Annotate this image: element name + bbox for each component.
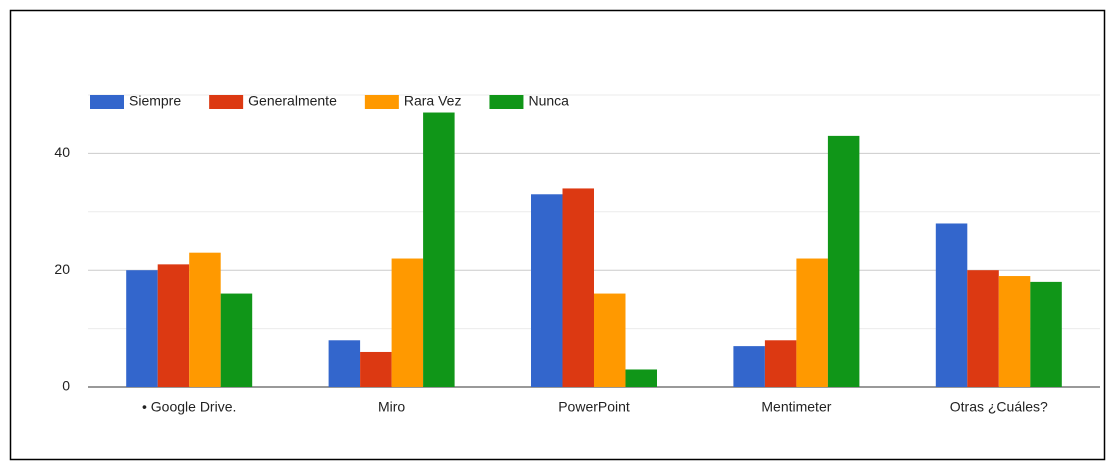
legend-label: Siempre (129, 93, 181, 109)
bar (764, 340, 797, 387)
x-tick-label: Miro (378, 399, 405, 415)
bar (998, 276, 1031, 387)
bar (360, 351, 392, 387)
bar (594, 293, 626, 387)
legend-label: Generalmente (248, 93, 337, 109)
x-tick-label: Mentimeter (761, 399, 831, 415)
bar (733, 346, 765, 387)
bar (967, 270, 999, 387)
bar (157, 264, 190, 387)
bar (220, 293, 253, 387)
bar (1030, 281, 1062, 387)
x-tick-label: Otras ¿Cuáles? (950, 399, 1048, 415)
bar (827, 135, 860, 387)
bar (531, 194, 563, 387)
bar (189, 252, 221, 387)
bar (935, 223, 968, 387)
x-tick-label: PowerPoint (558, 399, 630, 415)
bar (391, 258, 424, 387)
y-tick-label: 0 (62, 378, 70, 394)
legend-label: Nunca (528, 93, 569, 109)
legend-label: Rara Vez (404, 93, 462, 109)
bar (796, 258, 828, 387)
bar (126, 270, 158, 387)
y-tick-label: 20 (54, 261, 70, 277)
legend-swatch (90, 95, 124, 109)
bar (423, 112, 455, 388)
legend-swatch (489, 95, 524, 109)
bar (328, 340, 361, 387)
x-tick-label: • Google Drive. (142, 399, 236, 415)
legend-swatch (209, 95, 244, 109)
legend-swatch (364, 95, 399, 109)
bar (625, 369, 657, 387)
y-tick-label: 40 (54, 144, 70, 160)
bar (562, 188, 594, 387)
